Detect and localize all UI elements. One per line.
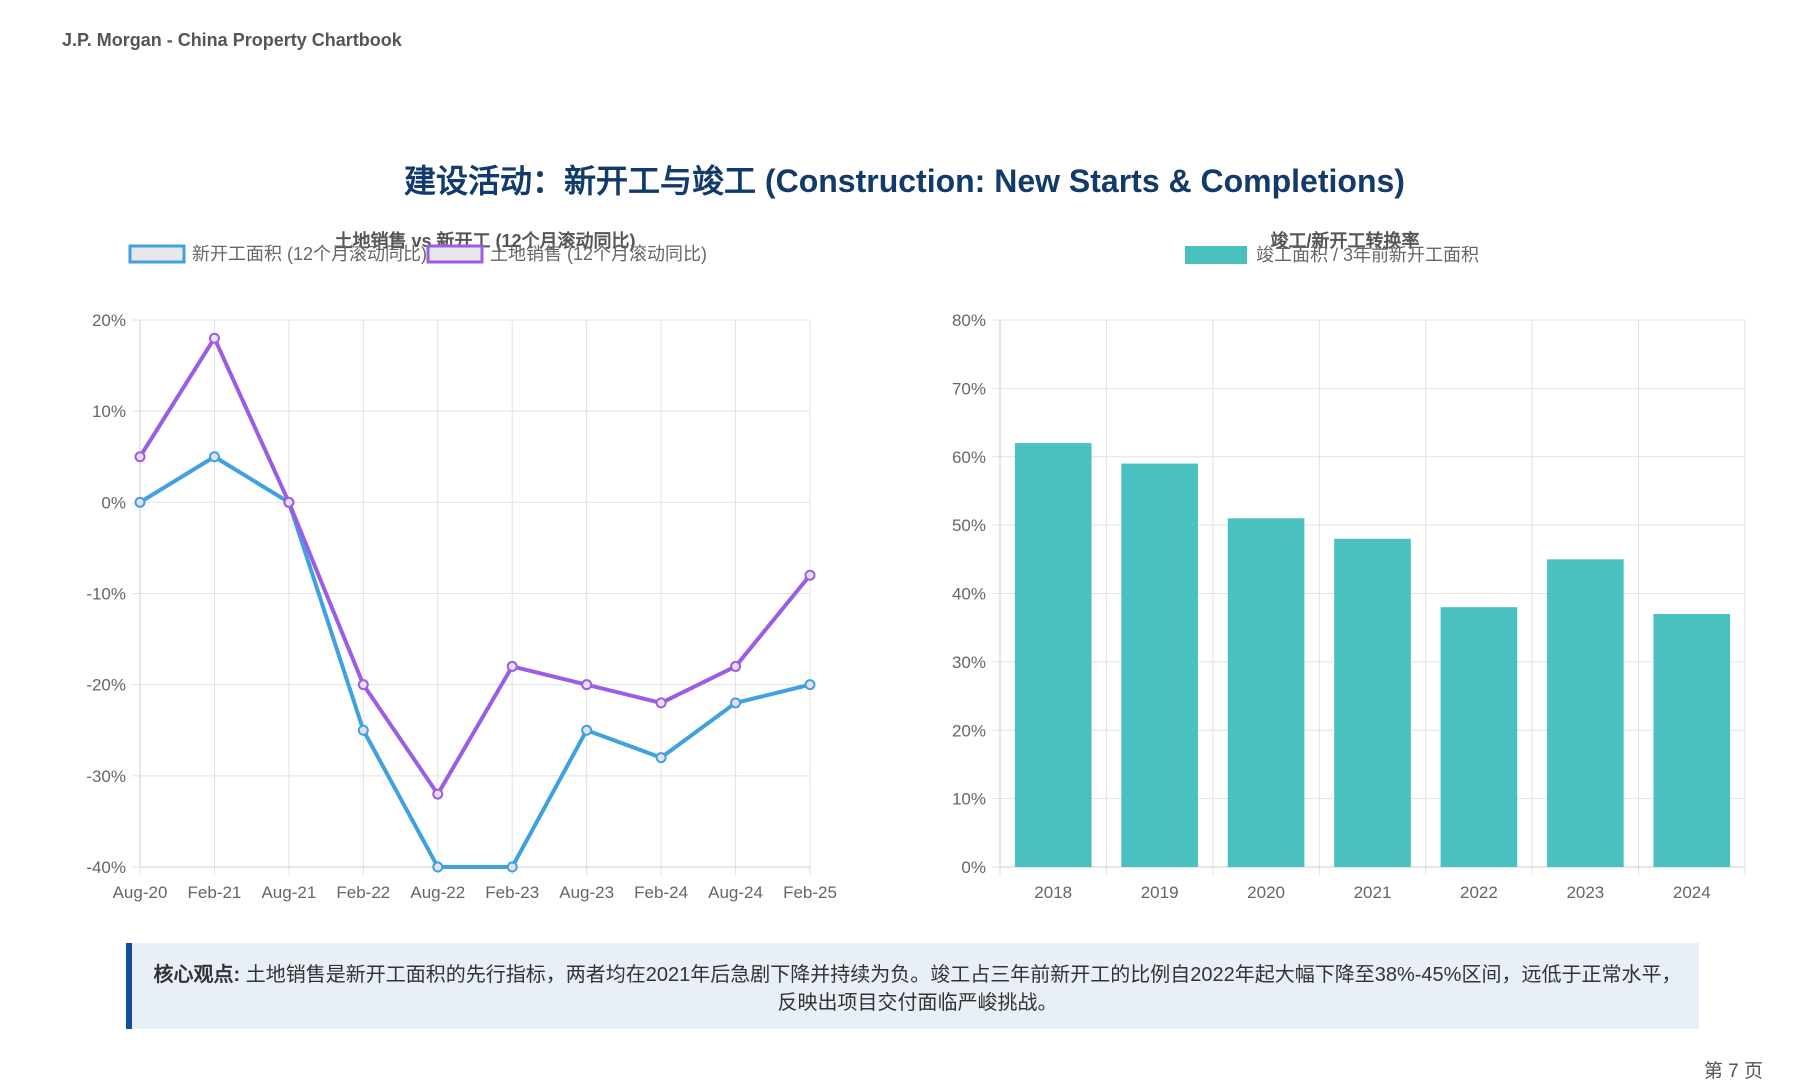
data-point: [804, 569, 816, 581]
x-tick-label: Feb-22: [336, 883, 390, 902]
data-point: [730, 660, 742, 672]
line-chart: 土地销售 vs 新开工 (12个月滚动同比) 新开工面积 (12个月滚动同比) 土…: [86, 230, 837, 902]
page-title: 建设活动：新开工与竣工 (Construction: New Starts & …: [404, 163, 1405, 199]
x-tick-label: Feb-25: [783, 883, 837, 902]
x-tick-label: Aug-20: [113, 883, 168, 902]
data-point: [506, 861, 518, 873]
bar: [1653, 614, 1731, 867]
data-point: [655, 697, 667, 709]
bar-chart-title: 竣工/新开工转换率: [1270, 230, 1419, 251]
x-tick-label: 2021: [1354, 883, 1392, 902]
y-tick-label: 10%: [92, 402, 126, 421]
data-point: [730, 697, 742, 709]
y-tick-label: 60%: [952, 448, 986, 467]
y-tick-label: -20%: [86, 676, 126, 695]
insight-label: 核心观点:: [153, 964, 241, 986]
data-point: [134, 451, 146, 463]
x-tick-label: Aug-23: [559, 883, 614, 902]
bar: [1121, 463, 1198, 867]
data-point: [432, 788, 444, 800]
key-insight-box: 核心观点: 土地销售是新开工面积的先行指标，两者均在2021年后急剧下降并持续为…: [126, 943, 1699, 1029]
x-tick-label: Aug-24: [708, 883, 763, 902]
legend-swatch: [426, 244, 484, 264]
legend-label: 土地销售 (12个月滚动同比): [490, 244, 707, 264]
x-tick-label: Feb-23: [485, 883, 539, 902]
y-tick-label: 70%: [952, 379, 986, 398]
y-tick-label: -30%: [86, 767, 126, 786]
report-header: J.P. Morgan - China Property Chartbook: [62, 30, 402, 50]
data-point: [804, 679, 816, 691]
data-point: [581, 679, 593, 691]
page-number: 第 7 页: [1703, 1061, 1763, 1082]
y-tick-label: 30%: [952, 653, 986, 672]
data-point: [134, 496, 146, 508]
y-tick-label: 10%: [952, 790, 986, 809]
x-tick-label: Aug-21: [261, 883, 316, 902]
x-tick-label: 2019: [1141, 883, 1179, 902]
data-point: [208, 451, 220, 463]
bar: [1440, 607, 1518, 867]
x-tick-label: 2023: [1566, 883, 1604, 902]
y-tick-label: 80%: [952, 311, 986, 330]
data-point: [357, 679, 369, 691]
y-tick-label: 40%: [952, 585, 986, 604]
line-chart-title: 土地销售 vs 新开工 (12个月滚动同比): [334, 230, 635, 251]
bar: [1227, 518, 1305, 867]
data-point: [357, 724, 369, 736]
x-tick-label: Feb-21: [188, 883, 242, 902]
data-point: [283, 496, 295, 508]
data-point: [506, 660, 518, 672]
x-tick-label: Feb-24: [634, 883, 688, 902]
y-tick-label: -10%: [86, 585, 126, 604]
data-point: [581, 724, 593, 736]
data-point: [208, 332, 220, 344]
series-line: [138, 336, 812, 797]
y-tick-label: 20%: [92, 311, 126, 330]
bar: [1014, 443, 1092, 867]
bar-chart: 竣工/新开工转换率 竣工面积 / 3年前新开工面积 80% 70% 60% 50% 40%…: [952, 230, 1746, 902]
x-tick-label: 2018: [1034, 883, 1072, 902]
y-tick-label: 20%: [952, 721, 986, 740]
y-tick-label: 0%: [101, 493, 126, 512]
x-tick-label: 2024: [1673, 883, 1711, 902]
legend-label: 竣工面积 / 3年前新开工面积: [1256, 245, 1479, 265]
data-point: [432, 861, 444, 873]
insight-text: 土地销售是新开工面积的先行指标，两者均在2021年后急剧下降并持续为负。竣工占三…: [240, 964, 1682, 1014]
data-point: [655, 752, 667, 764]
y-tick-label: -40%: [86, 858, 126, 877]
x-tick-label: 2020: [1247, 883, 1285, 902]
bar: [1547, 559, 1624, 867]
x-tick-label: 2022: [1460, 883, 1498, 902]
legend-swatch: [128, 244, 186, 264]
series-line: [138, 454, 811, 869]
y-tick-label: 50%: [952, 516, 986, 535]
bar: [1334, 538, 1411, 867]
x-tick-label: Aug-22: [410, 883, 465, 902]
legend-label: 新开工面积 (12个月滚动同比): [192, 244, 427, 264]
y-tick-label: 0%: [961, 858, 986, 877]
legend-swatch: [1185, 246, 1247, 264]
